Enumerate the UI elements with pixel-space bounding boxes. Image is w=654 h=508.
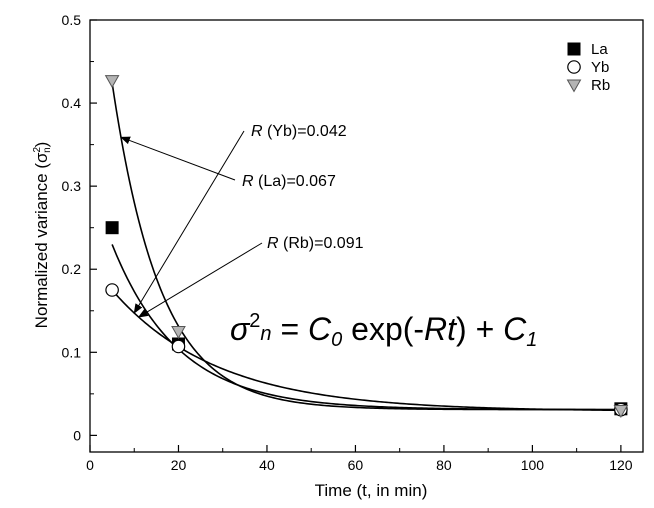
y-tick-label: 0.5 <box>62 12 82 28</box>
annotation-label: R (Yb)=0.042 <box>251 123 347 140</box>
x-tick-label: 120 <box>609 457 633 473</box>
legend-marker-yb <box>567 60 581 74</box>
x-tick-label: 60 <box>348 457 364 473</box>
y-axis-title: Normalized variance (σ2n) <box>32 142 53 329</box>
fit-curves <box>111 82 621 412</box>
x-tick-label: 100 <box>521 457 545 473</box>
legend-label-rb: Rb <box>591 77 610 94</box>
annotations: R (Yb)=0.042 R (La)=0.067 R (Rb)=0.091 <box>120 123 364 318</box>
legend-label-la: La <box>591 41 608 58</box>
axes: 0 20 40 60 80 100 120 0 0.1 0.2 0.3 0.4 0.5 <box>62 12 644 473</box>
annotation-label: R (La)=0.067 <box>242 173 336 190</box>
data-point-rb <box>171 326 186 340</box>
y-tick-label: 0.2 <box>62 261 82 277</box>
y-tick-label: 0.1 <box>62 344 82 360</box>
x-axis-title: Time (t, in min) <box>315 481 428 500</box>
annotation-arrow <box>133 130 245 314</box>
legend-marker-la <box>567 42 581 56</box>
annotation-label: R (Rb)=0.091 <box>267 235 364 252</box>
fit-curve-rb <box>111 82 621 411</box>
data-point-rb <box>613 404 629 418</box>
y-tick-label: 0.3 <box>62 178 82 194</box>
x-tick-label: 40 <box>259 457 275 473</box>
x-tick-label: 20 <box>171 457 187 473</box>
legend-label-yb: Yb <box>591 59 609 76</box>
x-tick-label: 0 <box>86 457 94 473</box>
y-tick-label: 0.4 <box>62 95 82 111</box>
model-formula: σ2n = C0 exp(-Rt) + C1 <box>230 310 537 351</box>
x-tick-label: 80 <box>436 457 452 473</box>
data-point-la <box>105 221 119 235</box>
data-points <box>104 75 629 418</box>
legend-marker-rb <box>566 79 582 93</box>
annotation-arrow <box>137 242 263 318</box>
data-point-yb <box>171 339 186 354</box>
annotation-arrow <box>120 136 236 181</box>
y-tick-label: 0 <box>73 427 81 443</box>
plot-frame <box>89 19 644 453</box>
fit-curve-yb <box>111 289 621 412</box>
data-point-yb <box>105 283 119 297</box>
data-point-rb <box>104 75 120 89</box>
